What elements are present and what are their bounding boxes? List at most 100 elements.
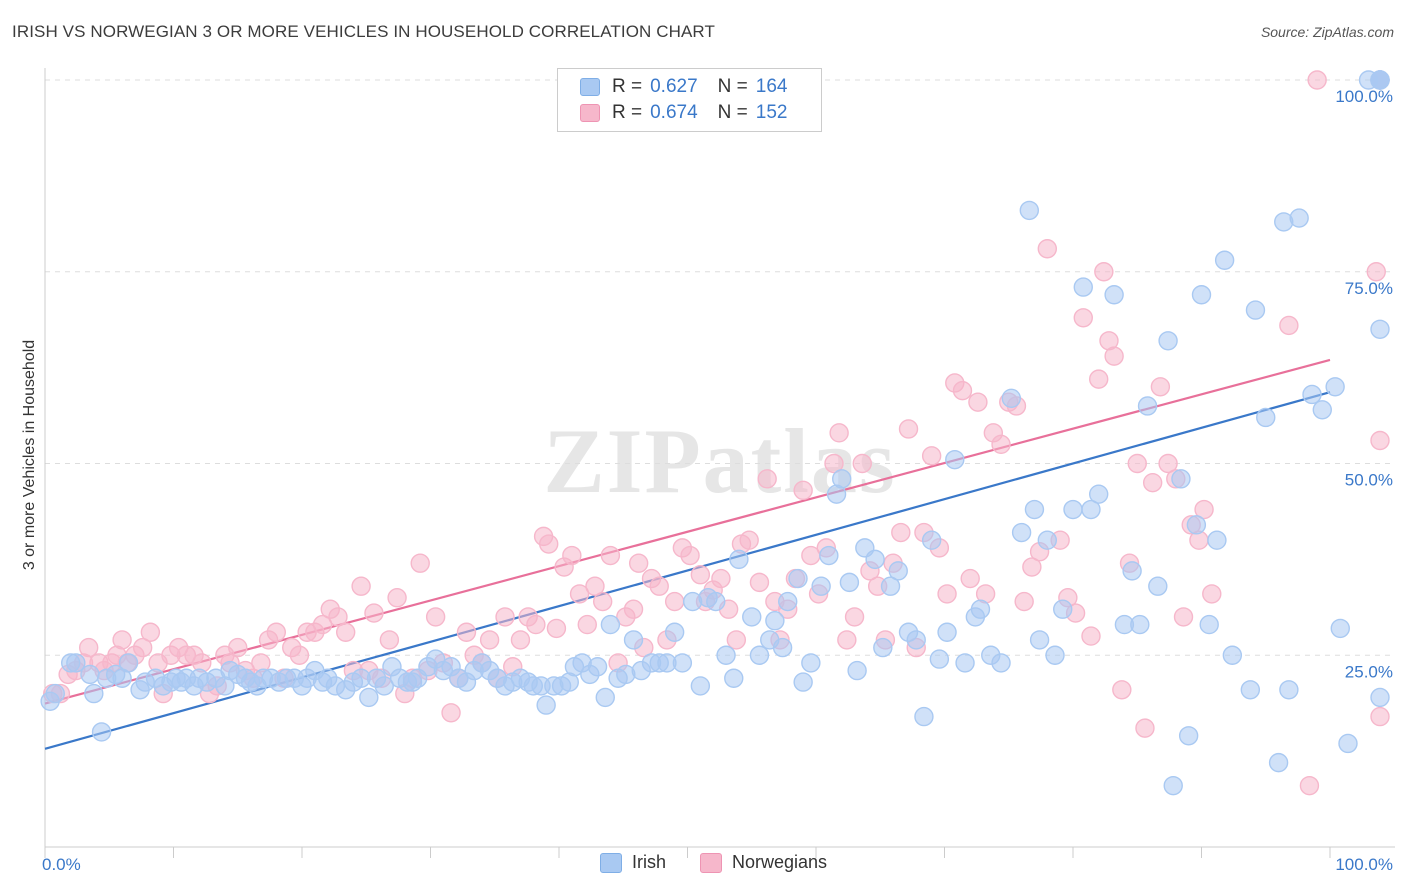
norwegians-point bbox=[425, 607, 446, 627]
norwegians-point bbox=[1022, 557, 1042, 577]
irish-point bbox=[118, 653, 139, 673]
irish-point bbox=[1158, 331, 1178, 351]
irish-point bbox=[1240, 680, 1261, 700]
irish-point bbox=[45, 683, 65, 704]
norwegians-point bbox=[592, 591, 613, 612]
legend-item-norwegians[interactable]: Norwegians bbox=[700, 852, 827, 873]
n-value: 164 bbox=[755, 76, 788, 97]
irish-point bbox=[1171, 469, 1191, 489]
irish-point bbox=[1104, 285, 1124, 305]
tick-labels: 25.0% 50.0% 75.0% 100.0% 0.0% 100.0% bbox=[42, 87, 1393, 874]
norwegians-point bbox=[379, 630, 400, 650]
norwegians-point bbox=[1370, 706, 1390, 727]
irish-point bbox=[84, 683, 104, 704]
irish-point bbox=[716, 645, 736, 665]
irish-point bbox=[888, 561, 908, 581]
irish-point bbox=[970, 599, 991, 619]
norwegians-point bbox=[680, 545, 700, 566]
irish-point bbox=[772, 637, 793, 658]
norwegians-point bbox=[1088, 369, 1109, 389]
norwegians-point bbox=[312, 614, 333, 635]
irish-point bbox=[1279, 680, 1299, 700]
norwegians-point bbox=[289, 645, 310, 665]
irish-point bbox=[374, 676, 394, 696]
irish-point bbox=[1063, 499, 1083, 520]
norwegians-point bbox=[328, 607, 348, 627]
norwegians-point bbox=[1158, 453, 1178, 474]
irish-point bbox=[1370, 319, 1390, 339]
irish-point bbox=[1163, 775, 1183, 796]
irish-point bbox=[945, 449, 965, 470]
legend-label: Norwegians bbox=[732, 852, 828, 872]
irish-point bbox=[66, 653, 86, 673]
irish-point bbox=[536, 695, 556, 715]
irish-point bbox=[788, 568, 808, 589]
norwegians-point bbox=[1142, 472, 1163, 493]
irish-point bbox=[1302, 384, 1322, 405]
irish-point bbox=[623, 630, 644, 650]
norwegians-point bbox=[335, 622, 356, 642]
norwegians-point bbox=[844, 607, 865, 627]
norwegians-point bbox=[1279, 315, 1299, 336]
norwegians-point bbox=[1307, 70, 1327, 90]
norwegians-point bbox=[726, 630, 747, 650]
irish-point bbox=[819, 545, 839, 566]
legend-item-irish[interactable]: Irish bbox=[600, 852, 666, 873]
series-legend: Irish Norwegians bbox=[0, 852, 1406, 876]
irish-point bbox=[1191, 285, 1212, 305]
norwegians-swatch bbox=[580, 104, 600, 122]
y-tick-label: 50.0% bbox=[1345, 471, 1393, 490]
norwegians-point bbox=[711, 568, 731, 589]
norwegians-point bbox=[829, 423, 849, 443]
irish-point bbox=[1024, 499, 1045, 520]
norwegians-point bbox=[1299, 775, 1320, 796]
irish-point bbox=[1088, 484, 1109, 504]
irish-point bbox=[880, 576, 901, 596]
irish-point bbox=[793, 672, 813, 692]
r-value: 0.627 bbox=[650, 76, 698, 97]
norwegians-point bbox=[539, 534, 559, 554]
irish-point bbox=[801, 653, 821, 673]
irish-point bbox=[1214, 250, 1235, 270]
norwegians-point bbox=[600, 545, 621, 566]
irish-point bbox=[1312, 400, 1332, 420]
norwegians-point bbox=[968, 392, 988, 412]
irish-point bbox=[1011, 522, 1032, 543]
norwegians-point bbox=[1194, 499, 1214, 520]
x-tick-label: 100.0% bbox=[1335, 855, 1393, 874]
norwegians-point bbox=[1112, 680, 1132, 700]
norwegians-point bbox=[824, 453, 844, 474]
irish-point bbox=[839, 572, 860, 593]
irish-point bbox=[778, 591, 798, 612]
norwegians-point bbox=[569, 584, 590, 604]
norwegians-point bbox=[1366, 262, 1386, 282]
norwegians-point bbox=[1173, 607, 1194, 627]
irish-point bbox=[1037, 530, 1058, 550]
irish-point bbox=[765, 611, 785, 631]
norwegians-point bbox=[921, 446, 942, 466]
irish-point bbox=[1019, 200, 1040, 221]
irish-point bbox=[1207, 530, 1227, 550]
irish-point bbox=[742, 607, 762, 627]
norwegians-point bbox=[78, 637, 99, 658]
irish-swatch bbox=[600, 852, 622, 873]
irish-point bbox=[1130, 614, 1150, 635]
irish-point bbox=[664, 622, 685, 642]
irish-point bbox=[1338, 733, 1358, 754]
norwegians-point bbox=[690, 565, 711, 585]
irish-point bbox=[847, 660, 867, 681]
norwegians-point bbox=[664, 591, 685, 612]
norwegians-point bbox=[757, 469, 777, 489]
irish-point bbox=[1122, 561, 1142, 581]
norwegians-point bbox=[1370, 430, 1390, 451]
norwegians-point bbox=[132, 637, 153, 658]
norwegians-point bbox=[526, 614, 546, 635]
norwegians-point bbox=[749, 572, 770, 593]
n-label: N = bbox=[717, 76, 748, 97]
norwegians-point bbox=[140, 622, 161, 642]
y-tick-label: 100.0% bbox=[1335, 87, 1393, 106]
y-tick-label: 25.0% bbox=[1345, 662, 1393, 681]
irish-point bbox=[1222, 645, 1243, 665]
irish-point bbox=[1053, 599, 1073, 619]
norwegians-point bbox=[510, 630, 531, 650]
